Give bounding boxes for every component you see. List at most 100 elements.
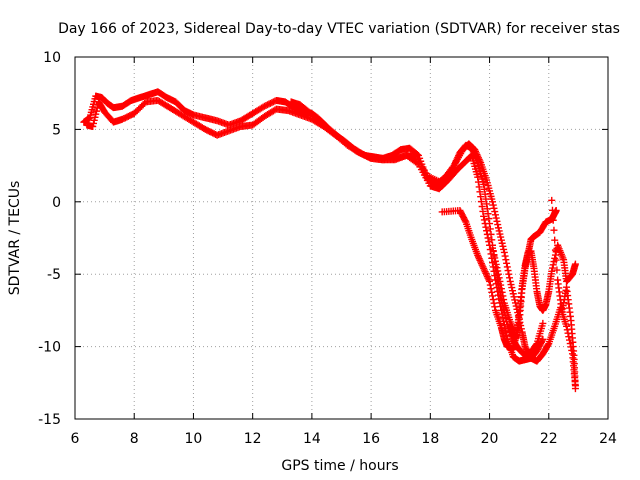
data-point	[498, 310, 506, 318]
data-point	[548, 196, 556, 204]
data-point	[549, 216, 557, 224]
data-point	[500, 245, 508, 253]
data-point	[499, 242, 507, 250]
data-point	[475, 155, 483, 163]
y-tick-label: 0	[52, 195, 61, 211]
data-point	[483, 230, 491, 238]
data-point	[485, 276, 493, 284]
data-point	[550, 226, 558, 234]
data-point	[472, 149, 480, 157]
x-tick-label: 24	[599, 431, 617, 447]
tick-layer: 6 8 10 12 14 16 18 20 22 24 10 5 0 -5 -10 -15	[38, 50, 617, 447]
data-point	[92, 107, 100, 115]
plot-frame	[74, 56, 609, 420]
data-point	[494, 287, 502, 295]
data-point	[497, 281, 505, 289]
data-point	[477, 193, 485, 201]
data-point	[489, 198, 497, 206]
x-tick-label: 14	[303, 431, 321, 447]
data-point	[496, 230, 504, 238]
data-point	[491, 276, 499, 284]
data-point	[494, 221, 502, 229]
data-point	[498, 288, 506, 296]
data-point	[505, 270, 513, 278]
data-point	[491, 303, 499, 311]
y-tick-label: 5	[52, 122, 61, 138]
data-point	[495, 274, 503, 282]
data-point	[480, 216, 488, 224]
data-point	[474, 178, 482, 186]
x-tick-label: 18	[421, 431, 439, 447]
data-point	[489, 247, 497, 255]
x-tick-label: 22	[540, 431, 558, 447]
data-point	[473, 151, 481, 159]
data-point	[492, 214, 500, 222]
data-point	[508, 284, 516, 292]
data-point	[553, 266, 561, 274]
data-point	[493, 284, 501, 292]
data-point	[477, 260, 485, 268]
x-tick-label: 10	[185, 431, 203, 447]
data-point	[571, 260, 579, 268]
data-point	[474, 173, 482, 181]
data-point	[483, 271, 491, 279]
x-tick-label: 6	[71, 431, 80, 447]
data-point	[477, 258, 485, 266]
grid-layer	[75, 57, 608, 419]
data-point	[474, 251, 482, 259]
data-point	[494, 270, 502, 278]
series-track-3	[287, 98, 579, 390]
x-tick-label: 20	[481, 431, 499, 447]
x-tick-label: 16	[362, 431, 380, 447]
data-point	[493, 217, 501, 225]
data-point	[90, 116, 98, 124]
data-point	[485, 238, 493, 246]
data-point	[474, 152, 482, 160]
data-point	[488, 288, 496, 296]
data-point	[491, 272, 499, 280]
data-point	[483, 273, 491, 281]
data-point	[482, 195, 490, 203]
data-point	[484, 234, 492, 242]
data-point	[496, 277, 504, 285]
data-point	[476, 188, 484, 196]
data-point	[544, 341, 552, 349]
data-point	[487, 285, 495, 293]
data-point	[511, 296, 519, 304]
data-point	[491, 254, 499, 262]
series-track-6	[548, 196, 579, 393]
data-point	[494, 267, 502, 275]
data-point	[486, 281, 494, 289]
y-tick-label: -10	[38, 340, 61, 356]
data-point	[491, 208, 499, 216]
series-track-2	[83, 96, 547, 365]
x-axis-label: GPS time / hours	[281, 458, 398, 474]
data-point	[481, 220, 489, 228]
data-point	[490, 251, 498, 259]
data-point	[90, 119, 98, 127]
data-point	[539, 335, 547, 343]
data-point	[489, 296, 497, 304]
data-point	[482, 223, 490, 231]
data-point	[484, 210, 492, 218]
data-point	[499, 292, 507, 300]
data-point	[563, 322, 571, 330]
data-point	[485, 215, 493, 223]
data-point	[475, 255, 483, 263]
data-point	[509, 290, 517, 298]
data-point	[461, 217, 469, 225]
data-point	[552, 256, 560, 264]
data-point	[481, 268, 489, 276]
x-tick-label: 8	[130, 431, 139, 447]
data-point	[504, 267, 512, 275]
data-point	[538, 337, 546, 345]
chart-title: Day 166 of 2023, Sidereal Day-to-day VTE…	[58, 21, 620, 37]
data-point	[548, 206, 556, 214]
data-point	[484, 274, 492, 282]
data-point	[551, 236, 559, 244]
data-point	[477, 198, 485, 206]
data-point	[490, 299, 498, 307]
data-point	[471, 146, 479, 154]
data-point	[474, 154, 482, 162]
data-point	[480, 180, 488, 188]
